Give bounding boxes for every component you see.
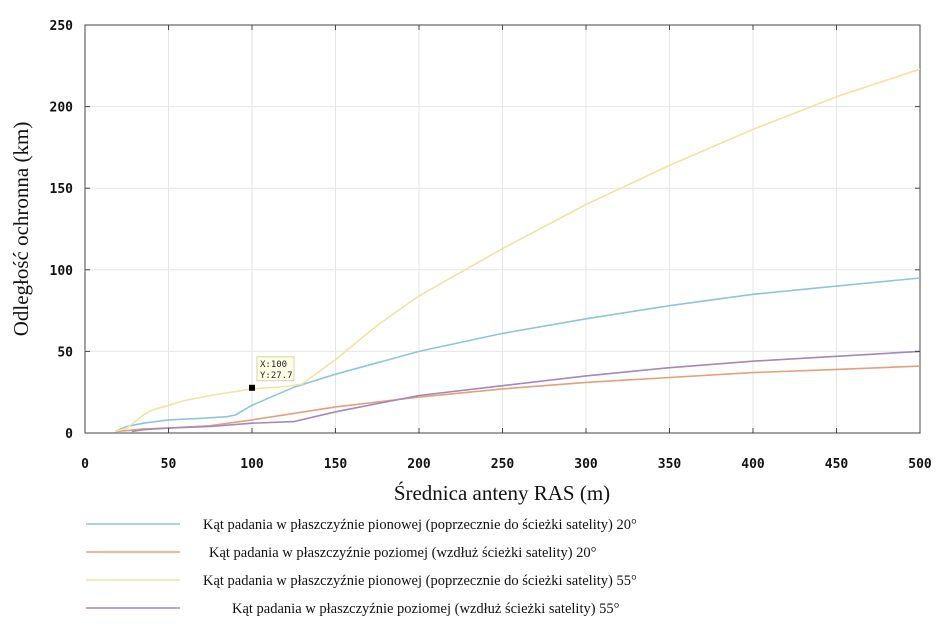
legend-label-2: Kąt padania w płaszczyźnie poziomej (wzd… xyxy=(209,545,597,561)
y-axis-title: Odległość ochronna (km) xyxy=(9,122,33,337)
y-tick-label: 50 xyxy=(57,345,73,360)
x-tick-label: 200 xyxy=(407,457,431,472)
legend: Kąt padania w płaszczyźnie pionowej (pop… xyxy=(86,517,637,617)
legend-label-4: Kąt padania w płaszczyźnie poziomej (wzd… xyxy=(232,601,620,617)
x-tick-label: 150 xyxy=(324,457,348,472)
x-tick-label: 450 xyxy=(825,457,849,472)
x-tick-label: 500 xyxy=(908,457,932,472)
tick-marks xyxy=(84,24,921,434)
x-tick-label: 350 xyxy=(658,457,682,472)
x-tick-label: 50 xyxy=(161,457,177,472)
legend-label-1: Kąt padania w płaszczyźnie pionowej (pop… xyxy=(203,517,637,533)
series-line-4 xyxy=(131,350,921,433)
y-tick-label: 150 xyxy=(50,182,74,197)
grid-lines xyxy=(85,25,920,433)
y-tick-label: 0 xyxy=(65,427,73,442)
series-lines xyxy=(114,68,921,433)
datatip-marker xyxy=(249,384,255,391)
x-tick-label: 100 xyxy=(240,457,264,472)
x-tick-label: 250 xyxy=(491,457,515,472)
y-tick-label: 250 xyxy=(50,19,74,34)
series-line-1 xyxy=(114,277,921,433)
datatip-y-text: Y:27.7 xyxy=(260,371,293,381)
datatip-box xyxy=(256,356,295,382)
x-tick-label: 400 xyxy=(741,457,765,472)
y-tick-label: 200 xyxy=(50,101,74,116)
x-tick-label: 300 xyxy=(574,457,598,472)
x-axis-title: Średnica anteny RAS (m) xyxy=(394,481,610,505)
series-line-3 xyxy=(114,68,921,433)
datatip-x-text: X:100 xyxy=(260,360,287,370)
legend-label-3: Kąt padania w płaszczyźnie pionowej (pop… xyxy=(203,573,637,589)
y-tick-label: 100 xyxy=(50,264,74,279)
x-tick-label: 0 xyxy=(81,457,89,472)
